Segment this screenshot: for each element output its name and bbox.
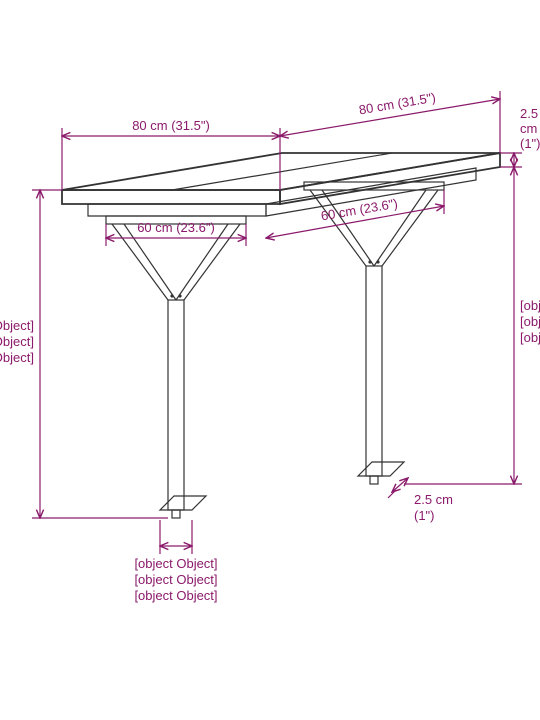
dim-label: [object Object] — [0, 334, 34, 349]
dim-label: 60 cm (23.6") — [137, 220, 215, 235]
dim-label: [object Object] — [134, 588, 217, 603]
dim-label: [object Object] — [520, 314, 540, 329]
dim-height-left: [object Object] [object Object] [object … — [0, 190, 168, 518]
dim-label: [object Object] — [0, 350, 34, 365]
dim-inner-right: 60 cm (23.6") — [266, 190, 444, 238]
dim-label: [object Object] — [0, 318, 34, 333]
dim-label: (1") — [520, 136, 540, 151]
dimension-drawing: 80 cm (31.5") 80 cm (31.5") 2.5 cm (1") … — [0, 0, 540, 720]
dim-foot-width: [object Object] [object Object] [object … — [134, 520, 217, 603]
dim-label: 2.5 — [520, 106, 538, 121]
dim-top-width-left: 80 cm (31.5") — [62, 118, 280, 190]
dim-label: 80 cm (31.5") — [132, 118, 210, 133]
dim-top-width-right: 80 cm (31.5") — [280, 90, 500, 153]
dim-label: 2.5 cm — [414, 492, 453, 507]
dim-height-right: [object Object] [object Object] [object … — [404, 167, 540, 484]
dim-label: [object Object] — [520, 330, 540, 345]
dim-thickness: 2.5 cm (1") — [500, 106, 540, 167]
dim-label: [object Object] — [134, 556, 217, 571]
dim-label: (1") — [414, 508, 435, 523]
dim-foot-depth: 2.5 cm (1") — [388, 478, 453, 523]
dim-label: [object Object] — [520, 298, 540, 313]
dim-label: cm — [520, 121, 537, 136]
dim-label: [object Object] — [134, 572, 217, 587]
dim-label: 80 cm (31.5") — [358, 90, 437, 118]
